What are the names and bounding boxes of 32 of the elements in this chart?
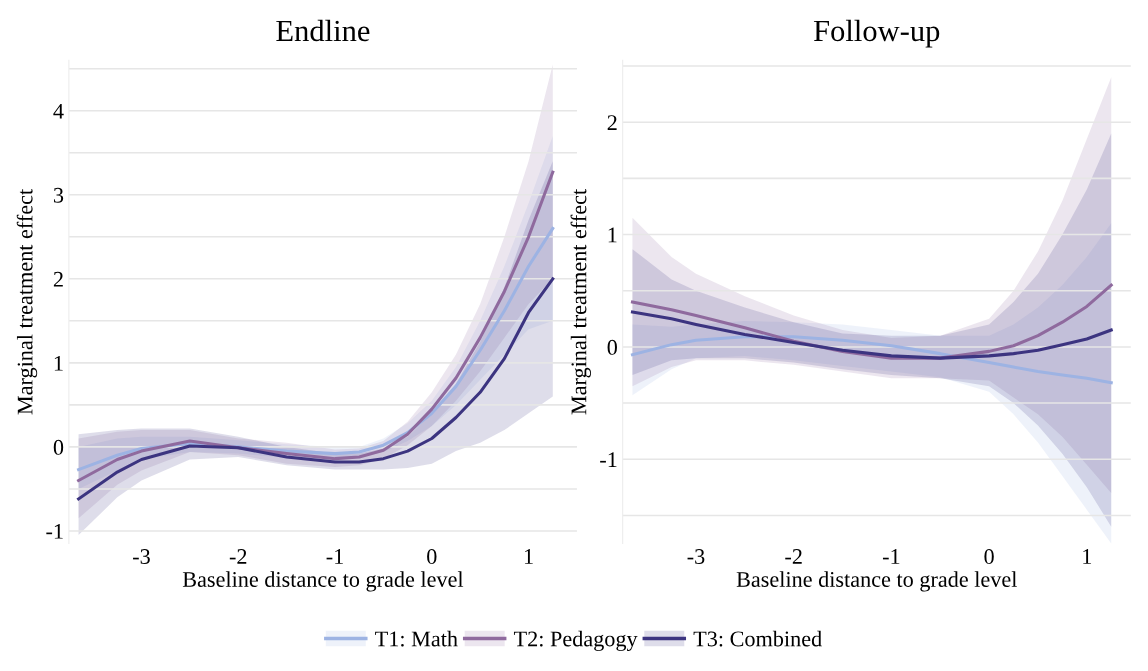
legend-label: T1: Math: [375, 630, 458, 647]
x-axis-title: Baseline distance to grade level: [736, 571, 1017, 592]
line-series: [77, 277, 555, 501]
chart-title: Endline: [276, 19, 370, 42]
y-tick-label: 0: [607, 339, 617, 355]
legend-label: T2: Pedagogy: [513, 630, 638, 651]
y-axis-title: Marginal treatment effect: [16, 188, 38, 415]
y-tick-label: 0: [53, 439, 64, 455]
x-tick-label: -2: [229, 549, 247, 564]
y-tick-label: 4: [53, 103, 64, 119]
x-tick-label: 0: [427, 549, 437, 565]
y-tick-label: 1: [54, 355, 63, 371]
x-tick-label: 0: [984, 549, 994, 565]
y-tick-label: 3: [53, 187, 64, 203]
x-tick-label: -1: [882, 549, 900, 564]
line-series: [630, 335, 1113, 385]
y-tick-label: 2: [607, 115, 617, 130]
y-tick-label: -1: [46, 523, 63, 539]
x-tick-label: -3: [687, 549, 705, 565]
x-axis-title: Baseline distance to grade level: [182, 571, 464, 592]
y-tick-label: 2: [53, 271, 63, 287]
x-tick-label: 1: [1083, 549, 1092, 564]
chart-title: Follow-up: [813, 19, 940, 48]
x-tick-label: 1: [524, 549, 533, 564]
line-series: [630, 310, 1113, 360]
x-tick-label: -1: [326, 549, 343, 564]
y-axis-title: Marginal treatment effect: [570, 188, 591, 415]
y-tick-label: -1: [600, 452, 617, 467]
x-tick-label: -2: [785, 549, 802, 564]
legend-label: T3: Combined: [693, 630, 822, 647]
y-tick-label: 1: [608, 227, 617, 243]
x-tick-label: -3: [133, 549, 150, 565]
